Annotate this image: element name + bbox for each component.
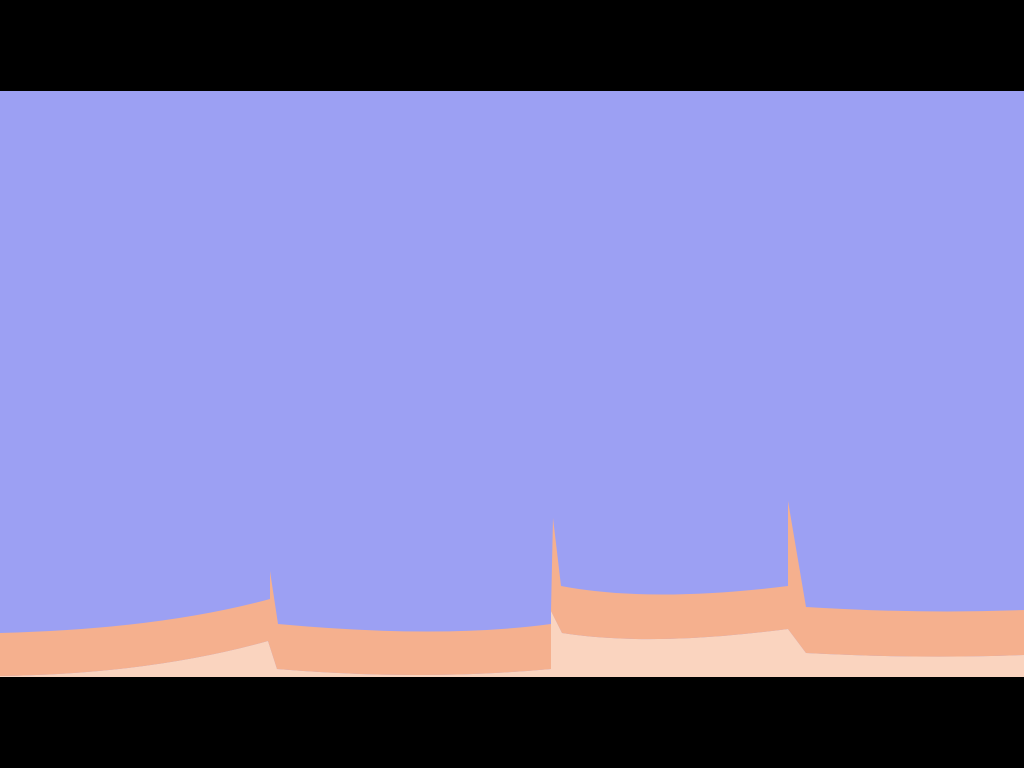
terrain-face-segment — [551, 611, 1024, 677]
letterbox-bottom — [0, 677, 1024, 768]
letterbox-top — [0, 0, 1024, 91]
terrain-top-segment — [551, 501, 1024, 657]
sky — [0, 91, 1024, 677]
terrain-top-segment — [0, 571, 551, 676]
terrain-face-segment — [0, 641, 551, 677]
terrain-scene — [0, 91, 1024, 677]
game-viewport[interactable] — [0, 91, 1024, 677]
